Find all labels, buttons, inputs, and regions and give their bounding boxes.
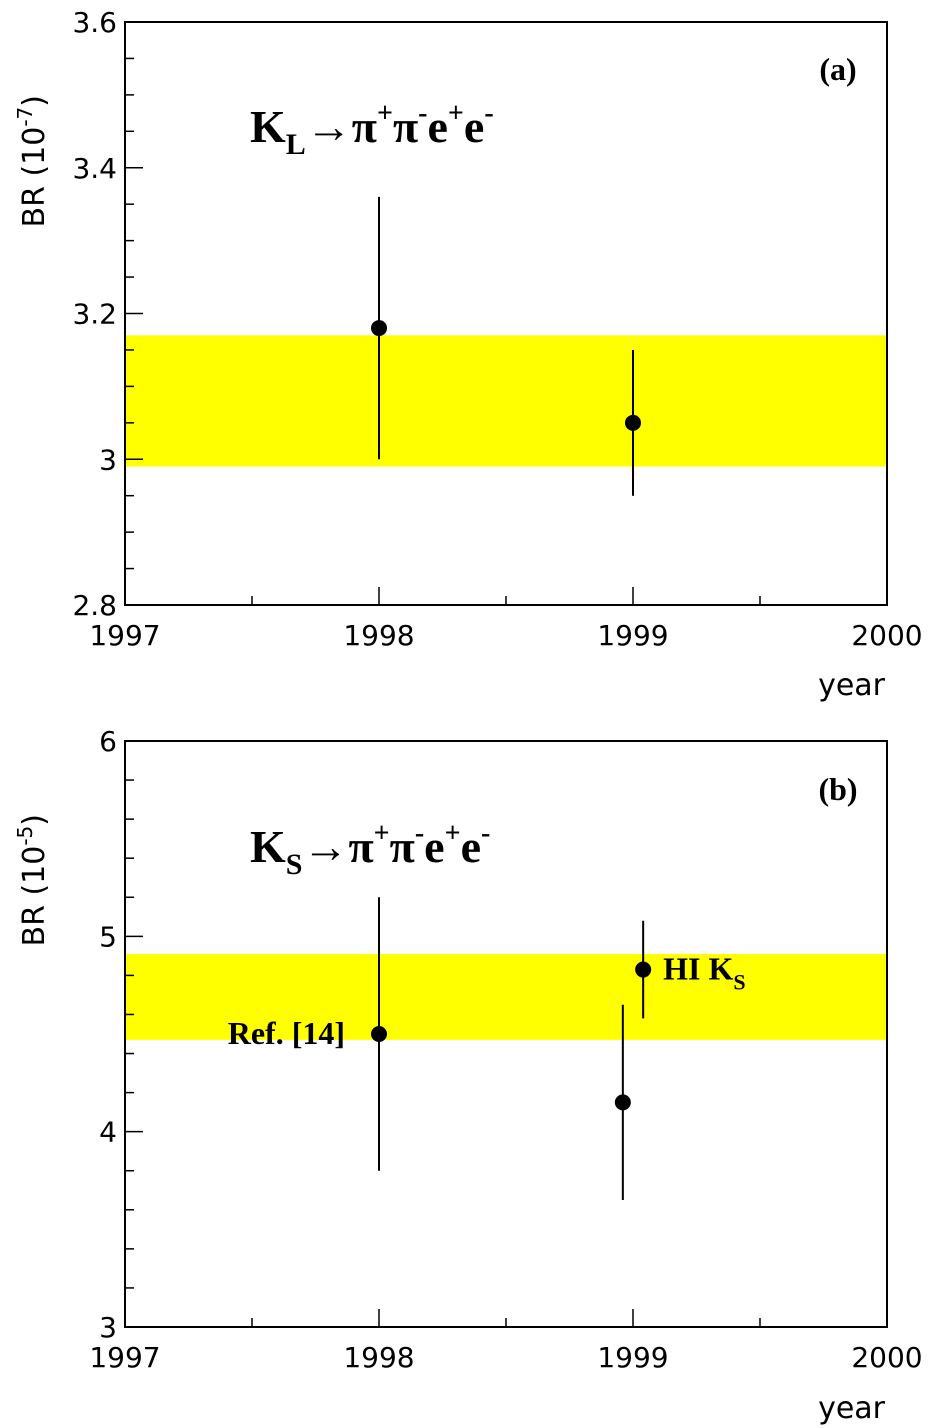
y-axis-exponent: -7: [13, 107, 37, 127]
y-axis-name: BR (10: [17, 846, 52, 947]
process-kaon: K: [250, 821, 286, 872]
y-tick-label: 3.6: [72, 6, 117, 39]
data-point: [371, 1026, 387, 1042]
annotation-subscript: S: [733, 970, 745, 995]
y-axis-title: BR (10-7): [13, 95, 52, 228]
y-tick-label: 3.2: [72, 298, 117, 331]
process-particle: π: [352, 101, 377, 152]
process-charge: -: [484, 98, 493, 129]
process-kaon: K: [250, 101, 286, 152]
panel-label: (b): [818, 771, 857, 807]
process-kaon-subscript: L: [286, 128, 306, 161]
x-tick-label: 1999: [597, 1341, 668, 1374]
x-tick-label: 1997: [89, 619, 160, 652]
process-charge: +: [377, 98, 393, 129]
data-point: [635, 961, 652, 978]
process-charge: +: [445, 818, 461, 849]
average-band: [125, 953, 887, 1040]
process-charge: +: [448, 98, 464, 129]
x-tick-label: 2000: [851, 619, 922, 652]
x-axis-title: year: [818, 1391, 886, 1426]
average-band: [125, 335, 887, 467]
y-tick-label: 3: [99, 443, 117, 476]
y-axis-close: ): [17, 95, 52, 107]
x-tick-label: 1998: [343, 619, 414, 652]
y-tick-label: 4: [99, 1116, 117, 1149]
process-particle: e: [428, 101, 448, 152]
process-particle: e: [464, 101, 484, 152]
process-charge: -: [415, 818, 424, 849]
plot-frame: [124, 21, 888, 606]
y-axis-exponent: -5: [13, 826, 37, 846]
point-annotation: Ref. [14]: [228, 1015, 345, 1051]
y-tick-label: 2.8: [72, 589, 117, 622]
data-point: [625, 414, 641, 431]
process-particle: e: [424, 821, 444, 872]
process-arrow: →: [302, 821, 348, 872]
x-tick-label: 2000: [851, 1341, 922, 1374]
x-tick-label: 1998: [343, 1341, 414, 1374]
process-particle: π: [348, 821, 373, 872]
panel-label: (a): [819, 51, 856, 87]
process-particle: π: [390, 821, 415, 872]
y-tick-label: 5: [99, 920, 117, 953]
process-kaon-subscript: S: [286, 848, 303, 881]
process-label: KS→π+π-e+e-: [250, 818, 490, 881]
y-axis-name: BR (10: [17, 127, 52, 228]
annotation-text: HI K: [663, 951, 733, 987]
x-axis-title: year: [818, 668, 886, 703]
y-axis-close: ): [17, 814, 52, 826]
process-particle: e: [461, 821, 481, 872]
process-charge: -: [418, 98, 427, 129]
y-tick-label: 3: [99, 1311, 117, 1344]
y-tick-label: 3.4: [72, 152, 117, 185]
data-point: [371, 320, 387, 337]
annotation-text: Ref. [14]: [228, 1015, 345, 1051]
y-tick-label: 6: [99, 725, 117, 758]
data-point: [614, 1094, 631, 1111]
x-tick-label: 1999: [597, 619, 668, 652]
process-arrow: →: [306, 101, 352, 152]
y-axis-title: BR (10-5): [13, 814, 52, 947]
process-charge: -: [481, 818, 490, 849]
x-tick-label: 1997: [89, 1341, 160, 1374]
process-label: KL→π+π-e+e-: [250, 98, 494, 161]
process-particle: π: [393, 101, 418, 152]
point-annotation: HI KS: [663, 951, 745, 995]
process-charge: +: [374, 818, 390, 849]
